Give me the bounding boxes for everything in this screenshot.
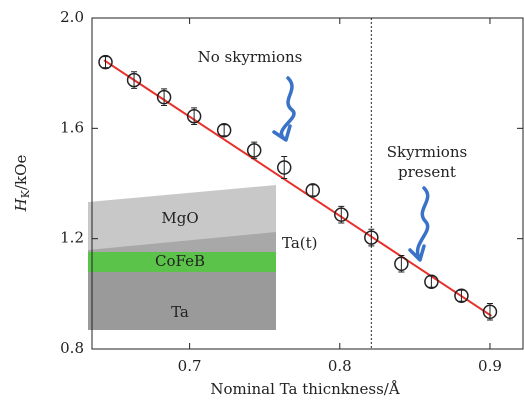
x-tick-label: 0.9: [478, 357, 502, 375]
annotation: Skyrmions: [387, 143, 467, 161]
ta-wedge-label: Ta(t): [282, 234, 318, 252]
annotation: present: [398, 163, 456, 181]
arrow: [410, 188, 428, 260]
page: {"chart_data": {"type": "scatter", "xlab…: [0, 0, 524, 407]
y-axis-title: HK/kOe: [12, 155, 32, 213]
cofeb-label: CoFeB: [155, 252, 205, 270]
y-title-main: H: [12, 197, 30, 212]
mgo-label: MgO: [161, 209, 198, 227]
error-bar: [310, 185, 316, 196]
y-tick-label: 2.0: [60, 8, 84, 26]
y-tick-label: 1.6: [60, 118, 84, 136]
layer-diagram: MgO CoFeB Ta Ta(t): [88, 185, 318, 330]
arrow: [274, 78, 294, 140]
error-bar: [221, 125, 227, 136]
x-tick-label: 0.8: [328, 357, 352, 375]
chart: MgO CoFeB Ta Ta(t) No skyrmions Skyrmion…: [0, 0, 524, 403]
y-tick-label: 0.8: [60, 339, 84, 357]
ta-label: Ta: [171, 303, 189, 321]
x-tick-label: 0.7: [178, 357, 202, 375]
annotation: No skyrmions: [198, 48, 303, 66]
ta-layer: [88, 272, 276, 330]
y-title-unit: /kOe: [12, 155, 30, 190]
error-bar: [281, 156, 287, 178]
y-tick-label: 1.2: [60, 229, 84, 247]
x-axis-title: Nominal Ta thicnkness/Å: [210, 380, 400, 398]
